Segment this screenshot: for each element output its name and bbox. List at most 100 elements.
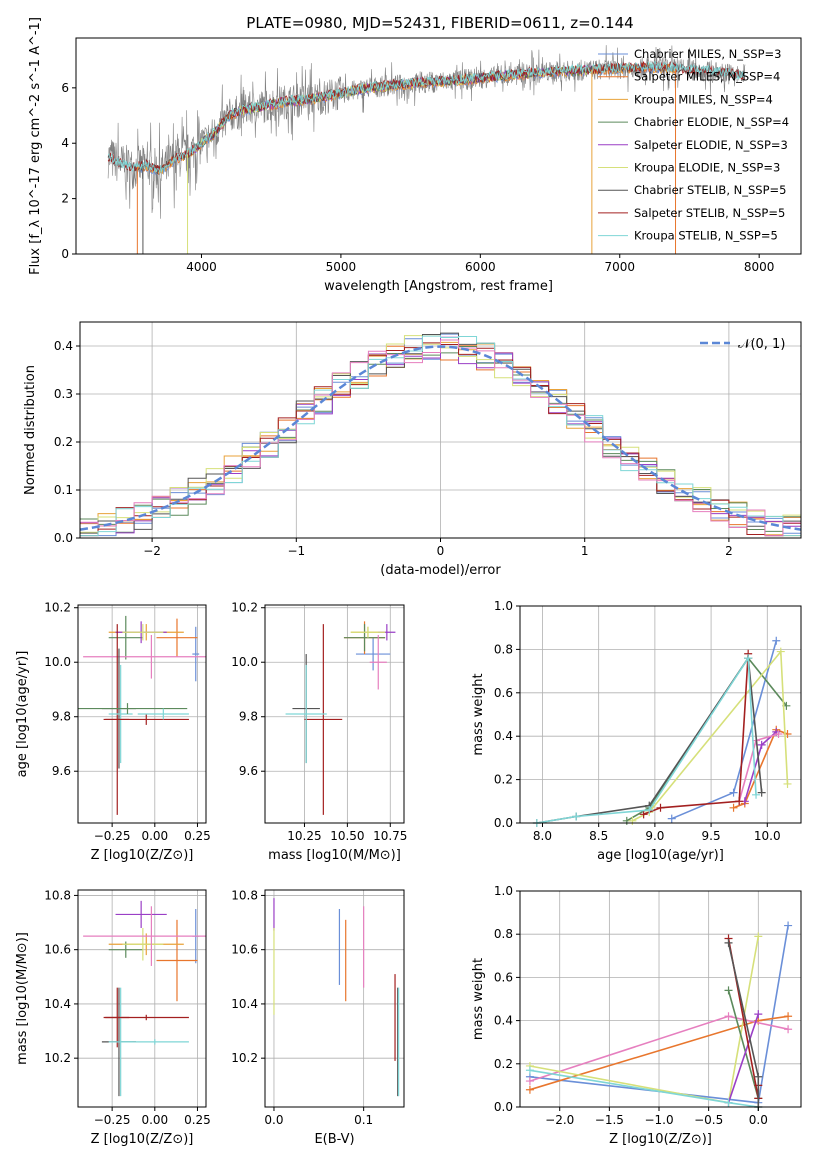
y-tick-label: 0.2 xyxy=(494,773,513,787)
weight-line-salpeter_miles xyxy=(733,728,788,809)
x-tick-label: 2 xyxy=(725,544,733,558)
weight-marker-salpeter_stelib xyxy=(735,797,744,806)
x-tick-label: 0.0 xyxy=(264,1113,283,1127)
y-tick-label: 0.2 xyxy=(54,435,73,449)
figure-title: PLATE=0980, MJD=52431, FIBERID=0611, z=0… xyxy=(246,14,633,32)
legend-label: Chabrier STELIB, N_SSP=5 xyxy=(634,183,786,197)
x-tick-label: 8000 xyxy=(744,260,775,274)
y-axis-label: Normed distribution xyxy=(23,365,38,495)
legend-label: Salpeter ELODIE, N_SSP=3 xyxy=(634,138,788,152)
axes-frame xyxy=(77,889,207,1108)
y-tick-label: 10.4 xyxy=(44,997,71,1011)
x-axis-label: mass [log10(M/M⊙)] xyxy=(268,848,401,863)
legend-label: 𝒩(0, 1) xyxy=(738,337,785,352)
y-tick-label: 9.8 xyxy=(52,710,71,724)
weight-line-salpeter_elodie xyxy=(727,1013,760,1103)
x-tick-label: 0.25 xyxy=(184,829,211,843)
weight-line-salpeter_stelib xyxy=(643,653,749,816)
weight-marker-kroupa_stelib xyxy=(645,805,654,814)
y-tick-label: 0.0 xyxy=(494,816,513,830)
y-tick-label: 2 xyxy=(61,192,69,206)
model-spectrum-salpeter_stelib xyxy=(107,61,745,173)
weight-marker-pink xyxy=(525,1077,534,1086)
spectrum-legend: Chabrier MILES, N_SSP=3 Salpeter MILES, N… xyxy=(598,47,789,243)
x-tick-label: 10.75 xyxy=(373,829,407,843)
weight-line-kroupa_elodie xyxy=(632,649,789,822)
y-tick-label: 0.8 xyxy=(494,927,513,941)
x-tick-label: 0 xyxy=(437,544,445,558)
x-tick-label: 10.50 xyxy=(330,829,364,843)
residual-histogram-chart: −2 −1 0 1 2 0.0 0.1 0.2 0.3 0.4 (data-model)/error… xyxy=(23,321,802,578)
x-tick-label: 7000 xyxy=(604,260,635,274)
y-tick-label: 1.0 xyxy=(494,884,513,898)
weight-marker-kroupa_stelib xyxy=(752,790,761,799)
y-tick-label: 0.0 xyxy=(494,1100,513,1114)
weight-line-chabrier_stelib xyxy=(536,655,763,824)
errorbar-plot xyxy=(78,615,206,815)
x-axis-label: Z [log10(Z/Z⊙)] xyxy=(609,1132,712,1147)
y-tick-label: 0.2 xyxy=(494,1057,513,1071)
age-vs-Z-chart: −0.25 0.00 0.25 9.6 9.8 10.0 10.2 Z [log10(Z/Z⊙… xyxy=(15,601,211,863)
legend-label: Kroupa ELODIE, N_SSP=3 xyxy=(634,161,780,175)
weight-marker-chabrier_stelib xyxy=(757,788,766,797)
weight-marker-salpeter_miles xyxy=(784,1012,793,1021)
legend-label: Chabrier MILES, N_SSP=3 xyxy=(634,47,781,61)
weight-marker-chabrier_miles xyxy=(729,788,738,797)
weight-marker-salpeter_stelib xyxy=(639,810,648,819)
x-axis-label: Z [log10(Z/Z⊙)] xyxy=(91,848,194,863)
y-tick-label: 10.0 xyxy=(44,655,71,669)
y-axis-label: Flux [f_λ 10^-17 erg cm^-2 s^-1 A^-1] xyxy=(28,17,43,275)
weight-line-kroupa_stelib xyxy=(529,1069,759,1108)
weight-marker-chabrier_stelib xyxy=(754,1072,763,1081)
residual-plot xyxy=(80,332,801,538)
y-tick-label: 10.2 xyxy=(44,601,71,615)
weight-line-kroupa_stelib xyxy=(536,655,757,824)
weight-marker-pink xyxy=(784,1025,793,1034)
y-axis-label: mass weight xyxy=(471,958,486,1040)
spectrum-chart: 4000 5000 6000 7000 8000 0 2 4 6 wavelength [Angs… xyxy=(28,17,802,294)
y-tick-label: 0.4 xyxy=(494,729,513,743)
x-tick-label: −0.5 xyxy=(694,1113,723,1127)
weight-marker-kroupa_stelib xyxy=(525,1066,534,1075)
legend-label: Salpeter MILES, N_SSP=4 xyxy=(634,70,780,84)
weight-marker-kroupa_elodie xyxy=(783,779,792,788)
x-tick-label: 8.0 xyxy=(533,829,552,843)
weight-marker-chabrier_stelib xyxy=(724,938,733,947)
x-tick-label: 8.5 xyxy=(589,829,608,843)
weight-marker-salpeter_elodie xyxy=(754,1010,763,1019)
y-tick-label: 0 xyxy=(61,247,69,261)
x-axis-label: E(B-V) xyxy=(314,1132,354,1147)
y-tick-label: 0.0 xyxy=(54,531,73,545)
age-vs-mass-chart: 10.25 10.50 10.75 9.6 9.8 10.0 10.2 mass [log10… xyxy=(231,601,407,863)
legend-label: Kroupa STELIB, N_SSP=5 xyxy=(634,229,778,243)
y-tick-label: 0.4 xyxy=(494,1014,513,1028)
x-tick-label: −1 xyxy=(287,544,305,558)
weight-marker-kroupa_elodie xyxy=(776,647,785,656)
y-tick-label: 10.2 xyxy=(231,1051,258,1065)
weight-marker-chabrier_miles xyxy=(784,921,793,930)
weight-marker-pink xyxy=(774,730,783,739)
x-tick-label: −1.0 xyxy=(644,1113,673,1127)
weight-vs-age-chart: 8.0 8.5 9.0 9.5 10.0 0.0 0.2 0.4 0.6 0.8 1.0 age [l… xyxy=(471,599,802,863)
x-tick-label: −0.25 xyxy=(94,829,131,843)
weight-marker-chabrier_miles xyxy=(772,636,781,645)
x-tick-label: 0.00 xyxy=(141,1113,168,1127)
y-axis-label: age [log10(age/yr)] xyxy=(15,651,30,778)
y-tick-label: 10.2 xyxy=(231,601,258,615)
model-spectrum-kroupa_stelib xyxy=(107,61,746,174)
x-axis-label: age [log10(age/yr)] xyxy=(597,848,724,863)
weight-marker-kroupa_elodie xyxy=(754,932,763,941)
x-tick-label: −2 xyxy=(143,544,161,558)
y-tick-label: 0.4 xyxy=(54,339,73,353)
x-tick-label: −1.5 xyxy=(595,1113,624,1127)
weight-marker-kroupa_stelib xyxy=(724,1098,733,1107)
spectrum-plot xyxy=(107,45,746,254)
y-tick-label: 9.6 xyxy=(52,764,71,778)
weight-marker-chabrier_miles xyxy=(667,814,676,823)
x-tick-label: 0.0 xyxy=(749,1113,768,1127)
weight-marker-kroupa_stelib xyxy=(744,654,753,663)
y-tick-label: 10.8 xyxy=(44,888,71,902)
axes-frame xyxy=(519,890,802,1108)
y-tick-label: 10.6 xyxy=(44,943,71,957)
x-tick-label: 5000 xyxy=(326,260,357,274)
